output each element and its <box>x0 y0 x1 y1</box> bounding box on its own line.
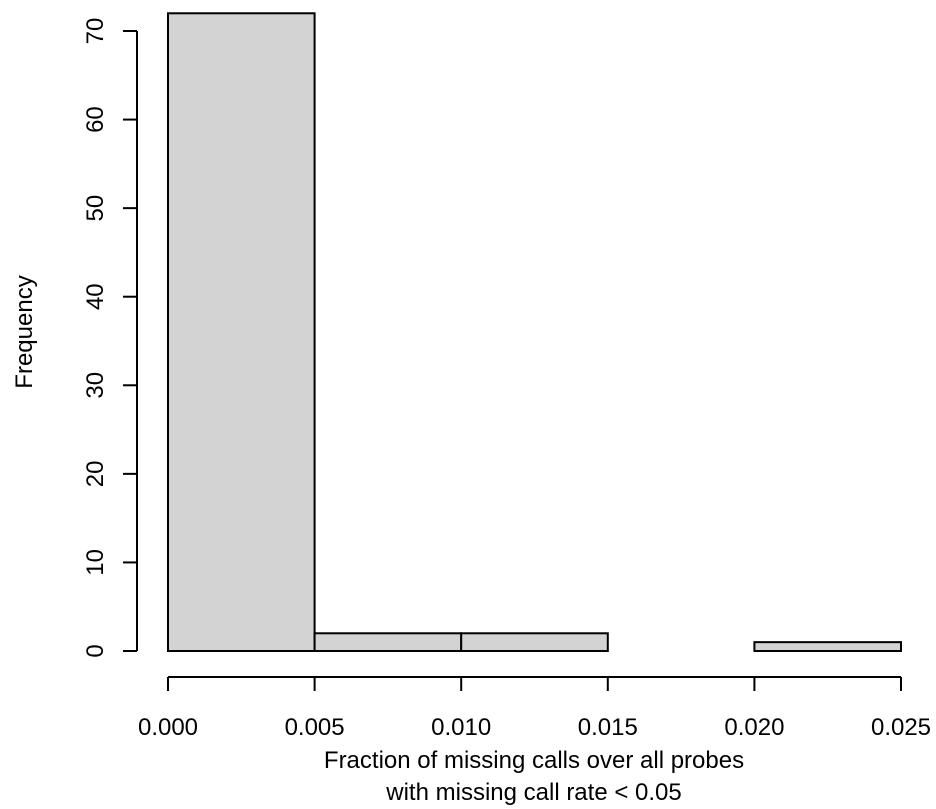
y-tick-label: 40 <box>82 283 109 310</box>
histogram-bar-1 <box>313 632 463 652</box>
y-tick-label: 20 <box>82 461 109 488</box>
y-tick-label: 0 <box>82 644 109 657</box>
x-axis-title-line-2: with missing call rate < 0.05 <box>385 779 681 806</box>
histogram-bar-4 <box>753 641 903 653</box>
histogram-bar-0 <box>167 12 316 653</box>
histogram-bars <box>167 12 903 653</box>
y-axis: 0 10 20 30 40 50 60 70 <box>82 18 138 658</box>
x-axis-title-line-1: Fraction of missing calls over all probe… <box>324 747 744 774</box>
y-axis-title: Frequency <box>11 275 38 388</box>
y-tick-label: 10 <box>82 549 109 576</box>
y-tick-label: 30 <box>82 372 109 399</box>
x-axis: 0.000 0.005 0.010 0.015 0.020 0.025 <box>138 676 931 741</box>
histogram-bar-2 <box>460 632 609 652</box>
x-tick-label: 0.025 <box>871 714 931 741</box>
y-tick-label: 70 <box>82 18 109 45</box>
y-tick-label: 50 <box>82 195 109 222</box>
x-tick-label: 0.015 <box>578 714 638 741</box>
y-tick-label: 60 <box>82 106 109 133</box>
x-tick-label: 0.000 <box>138 714 198 741</box>
x-tick-label: 0.020 <box>724 714 784 741</box>
x-tick-label: 0.010 <box>431 714 491 741</box>
x-tick-label: 0.005 <box>285 714 345 741</box>
